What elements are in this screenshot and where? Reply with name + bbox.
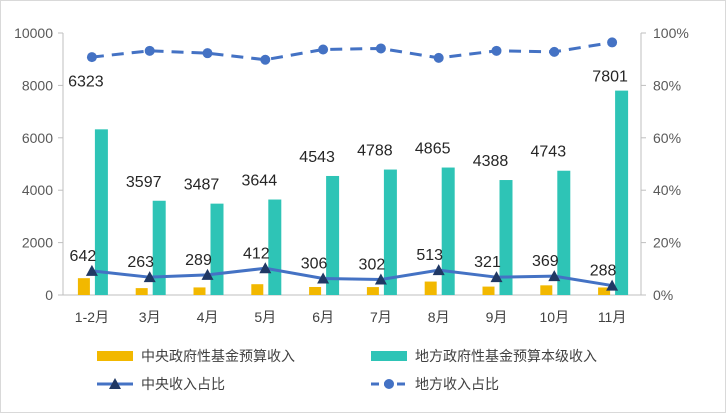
- local-bar-label: 3597: [126, 174, 162, 191]
- local-bar-label: 3644: [242, 173, 278, 190]
- x-tick-label: 8月: [428, 309, 450, 325]
- central-bar: [309, 286, 322, 295]
- central-bar-label: 642: [70, 248, 97, 265]
- legend-local-bar-label: 地方政府性基金预算本级收入: [415, 348, 597, 364]
- central-share-line: [91, 266, 613, 288]
- local-bar: [383, 169, 397, 295]
- x-tick-label: 7月: [370, 309, 392, 325]
- central-bar: [366, 287, 379, 295]
- left-tick-label: 6000: [22, 130, 53, 146]
- local-share-marker: [607, 37, 618, 48]
- local-bar: [499, 180, 513, 295]
- local-bar-label: 4788: [357, 143, 393, 160]
- left-tick-label: 0: [45, 287, 53, 303]
- central-bar-label: 513: [416, 247, 443, 264]
- central-share-marker: [317, 272, 330, 284]
- local-bar: [557, 170, 571, 295]
- legend-central-bar-swatch: [97, 351, 133, 361]
- right-tick-label: 20%: [653, 235, 681, 251]
- local-bar: [441, 167, 455, 295]
- local-bar: [615, 90, 629, 295]
- local-bar-label: 4388: [473, 153, 509, 170]
- local-bar: [152, 200, 166, 295]
- local-share-marker: [318, 44, 329, 55]
- central-bar: [251, 284, 264, 295]
- right-tick-label: 100%: [653, 25, 689, 41]
- central-share-marker: [432, 264, 445, 276]
- central-bar-label: 321: [474, 254, 501, 271]
- local-bar: [210, 203, 224, 295]
- local-share-marker: [260, 54, 271, 65]
- central-bar-label: 369: [532, 253, 559, 270]
- local-share-line: [91, 40, 613, 62]
- local-bar-label: 3487: [184, 177, 220, 194]
- local-bar: [326, 175, 340, 295]
- local-bar-label: 4743: [531, 144, 567, 161]
- central-bar-label: 288: [590, 263, 617, 280]
- local-share-marker: [549, 46, 560, 57]
- local-share-marker: [375, 43, 386, 54]
- legend-local-line-label: 地方收入占比: [415, 376, 499, 392]
- local-bar-label: 4865: [415, 141, 451, 158]
- central-bar: [598, 287, 611, 295]
- local-bar-label: 4543: [299, 149, 335, 166]
- x-tick-label: 1-2月: [75, 309, 109, 325]
- central-bar-label: 289: [185, 252, 212, 269]
- local-bar: [94, 129, 108, 295]
- central-share-marker: [606, 279, 619, 291]
- x-tick-label: 3月: [139, 309, 161, 325]
- legend-central-line-label: 中央收入占比: [141, 376, 225, 392]
- central-share-marker: [548, 270, 561, 282]
- local-bar: [268, 199, 282, 295]
- legend-triangle-icon: [109, 378, 121, 389]
- central-bar-label: 306: [301, 255, 328, 272]
- local-bar-label: 6323: [68, 73, 104, 90]
- central-bar: [482, 286, 495, 295]
- central-share-marker: [143, 271, 156, 283]
- central-bar-label: 263: [127, 254, 154, 271]
- right-tick-label: 80%: [653, 77, 681, 93]
- x-tick-label: 10月: [540, 309, 570, 325]
- right-tick-label: 60%: [653, 130, 681, 146]
- left-tick-label: 2000: [22, 235, 53, 251]
- central-share-marker: [201, 268, 214, 280]
- central-bar: [77, 278, 90, 295]
- x-tick-label: 6月: [312, 309, 334, 325]
- x-tick-label: 4月: [197, 309, 219, 325]
- local-share-marker: [86, 52, 97, 63]
- x-tick-label: 5月: [254, 309, 276, 325]
- local-share-marker: [491, 45, 502, 56]
- central-share-marker: [259, 262, 272, 274]
- left-tick-label: 4000: [22, 182, 53, 198]
- local-share-marker: [202, 48, 213, 59]
- central-share-marker: [85, 264, 98, 276]
- central-bar-label: 412: [243, 245, 270, 262]
- central-share-marker: [374, 273, 387, 285]
- left-tick-label: 8000: [22, 77, 53, 93]
- right-tick-label: 0%: [653, 287, 673, 303]
- central-bar-label: 302: [359, 257, 386, 274]
- local-share-marker: [144, 45, 155, 56]
- x-tick-label: 11月: [598, 309, 627, 325]
- central-bar: [135, 288, 148, 295]
- local-share-marker: [433, 52, 444, 63]
- local-bar-label: 7801: [592, 69, 628, 86]
- x-tick-label: 9月: [486, 309, 508, 325]
- legend-central-bar-label: 中央政府性基金预算收入: [141, 348, 295, 364]
- central-bar: [424, 281, 437, 295]
- central-share-marker: [490, 271, 503, 283]
- left-tick-label: 10000: [14, 25, 53, 41]
- central-bar: [540, 285, 553, 295]
- legend-local-bar-swatch: [371, 351, 407, 361]
- central-bar: [193, 287, 206, 295]
- right-tick-label: 40%: [653, 182, 681, 198]
- legend-circle-icon: [384, 379, 394, 389]
